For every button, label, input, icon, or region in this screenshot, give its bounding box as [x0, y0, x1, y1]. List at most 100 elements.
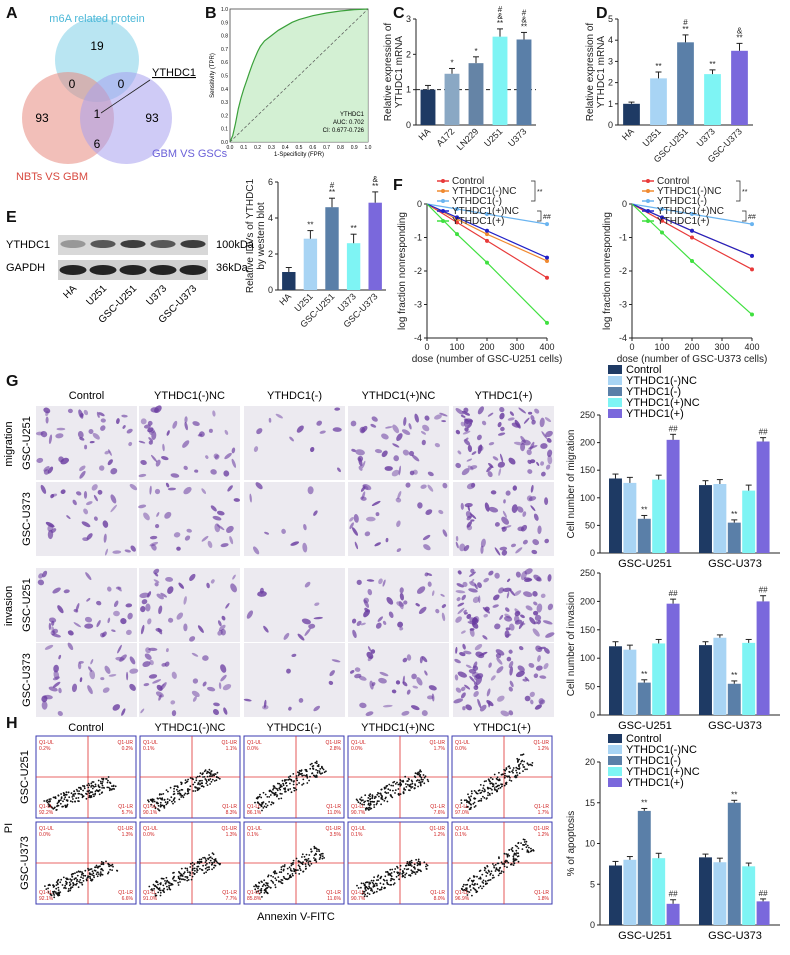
- event-dot: [55, 893, 58, 895]
- event-dot: [55, 887, 58, 890]
- event-dot: [91, 791, 94, 793]
- event-dot: [172, 872, 174, 874]
- event-dot: [278, 880, 280, 883]
- event-dot: [364, 884, 366, 887]
- event-dot: [498, 872, 501, 875]
- event-dot: [305, 860, 308, 863]
- event-dot: [515, 852, 518, 854]
- event-dot: [155, 894, 157, 897]
- cell-blob: [541, 431, 548, 440]
- quadrant-value: 5.7%: [122, 810, 134, 816]
- event-dot: [187, 788, 189, 790]
- event-dot: [88, 796, 90, 799]
- event-dot: [197, 788, 200, 791]
- event-dot: [83, 785, 86, 787]
- event-dot: [419, 863, 421, 866]
- data-point: [545, 258, 549, 263]
- event-dot: [313, 845, 316, 848]
- cell-blob: [518, 646, 524, 651]
- cell-blob: [232, 574, 236, 580]
- legend-entry: YTHDC1(-): [657, 196, 707, 207]
- event-dot: [109, 868, 111, 871]
- event-dot: [98, 873, 100, 875]
- cell-blob: [72, 499, 77, 506]
- cell-blob: [153, 579, 160, 583]
- event-dot: [210, 770, 213, 772]
- cell-blob: [257, 590, 267, 597]
- event-dot: [159, 883, 162, 886]
- event-dot: [172, 793, 175, 796]
- event-dot: [521, 848, 524, 850]
- event-dot: [363, 890, 366, 893]
- cell-blob: [496, 666, 504, 674]
- cell-blob: [337, 467, 341, 473]
- legend-entry: YTHDC1(+): [626, 408, 684, 420]
- event-dot: [384, 791, 387, 794]
- cell-blob: [208, 428, 213, 433]
- cell-blob: [457, 570, 462, 575]
- line-chart-f-left: 0-1-2-3-40 100 200 300 400ControlYTHDC1(-)NC…: [397, 176, 562, 365]
- event-dot: [195, 779, 198, 782]
- event-dot: [496, 776, 499, 779]
- event-dot: [173, 879, 176, 882]
- event-dot: [515, 854, 517, 856]
- event-dot: [71, 876, 74, 878]
- event-dot: [258, 892, 261, 895]
- event-dot: [514, 775, 517, 777]
- cell-blob: [217, 620, 222, 627]
- event-dot: [206, 772, 208, 775]
- event-dot: [206, 862, 208, 865]
- event-dot: [193, 872, 196, 875]
- event-dot: [257, 885, 259, 888]
- event-dot: [213, 858, 216, 861]
- event-dot: [514, 858, 517, 860]
- event-dot: [369, 793, 372, 796]
- cell-blob: [500, 426, 505, 432]
- cell-blob: [539, 675, 547, 679]
- event-dot: [101, 777, 103, 780]
- event-dot: [399, 872, 401, 874]
- cell-blob: [421, 656, 428, 663]
- cell-blob: [523, 417, 530, 424]
- event-dot: [360, 882, 363, 885]
- bar: [444, 73, 460, 125]
- cell-blob: [543, 663, 549, 670]
- quadrant-value: 0.2%: [122, 746, 134, 752]
- event-dot: [179, 881, 181, 883]
- cell-blob: [186, 528, 192, 533]
- event-dot: [77, 797, 80, 799]
- cell-blob: [520, 570, 527, 581]
- event-dot: [58, 800, 60, 803]
- x-tick-label: U251: [641, 126, 663, 148]
- event-dot: [186, 879, 189, 882]
- event-dot: [49, 884, 51, 887]
- cell-blob: [499, 614, 504, 620]
- flow-cytometry-grid: Control YTHDC1(-)NC YTHDC1(-) YTHDC1(+)NC YT…: [3, 722, 553, 923]
- cell-blob: [467, 505, 470, 512]
- event-dot: [368, 794, 370, 797]
- cell-blob: [438, 509, 444, 515]
- cell-blob: [328, 680, 334, 685]
- cell-blob: [225, 602, 230, 609]
- significance-mark: **: [731, 671, 737, 680]
- event-dot: [260, 887, 263, 890]
- cell-blob: [415, 603, 420, 607]
- event-dot: [109, 782, 112, 785]
- cell-blob: [408, 423, 412, 430]
- cell-blob: [191, 690, 200, 698]
- y-tick-label: 150: [580, 625, 595, 635]
- cell-blob: [217, 629, 223, 636]
- event-dot: [264, 793, 267, 796]
- cell-blob: [275, 413, 283, 419]
- event-dot: [215, 779, 218, 782]
- cell-blob: [494, 623, 501, 630]
- event-dot: [479, 792, 482, 794]
- event-dot: [111, 863, 114, 866]
- cell-blob: [470, 465, 478, 470]
- event-dot: [385, 787, 387, 789]
- event-dot: [57, 883, 59, 886]
- event-dot: [102, 778, 104, 781]
- event-dot: [66, 803, 69, 806]
- quadrant-name: Q1-UL: [351, 826, 366, 832]
- event-dot: [479, 885, 482, 888]
